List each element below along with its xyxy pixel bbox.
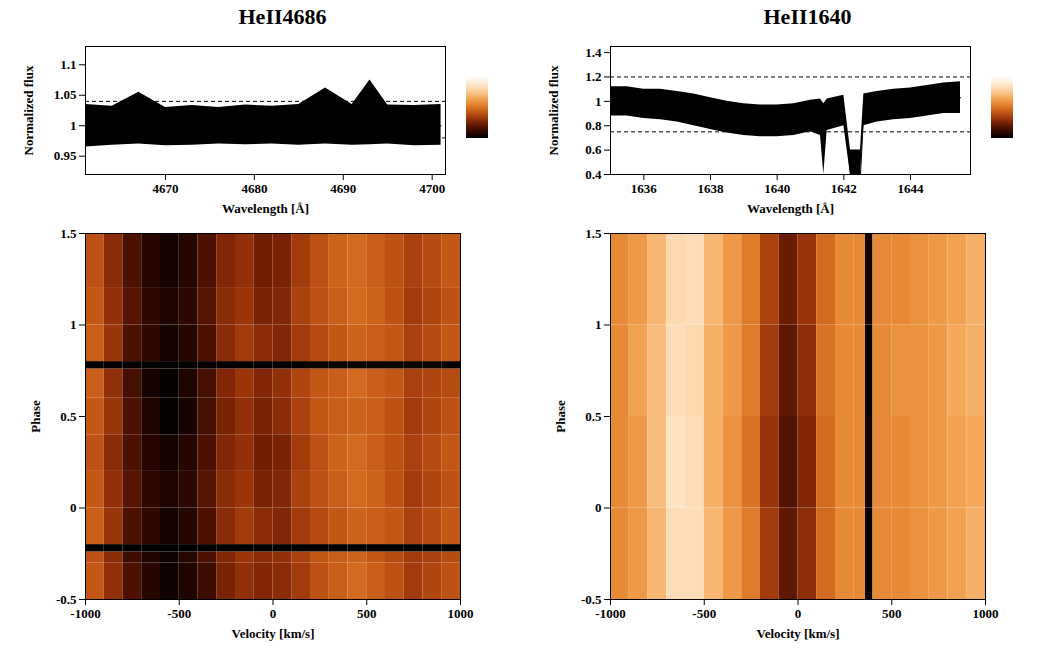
svg-text:1000: 1000 [448, 606, 474, 621]
svg-text:500: 500 [357, 606, 377, 621]
svg-text:0.5: 0.5 [585, 409, 602, 424]
svg-text:0.6: 0.6 [585, 142, 602, 157]
svg-text:1642: 1642 [831, 181, 857, 196]
svg-text:Wavelength [Å]: Wavelength [Å] [747, 201, 834, 216]
svg-text:Phase: Phase [553, 400, 568, 433]
svg-text:1.2: 1.2 [585, 69, 601, 84]
svg-text:1.1: 1.1 [60, 57, 76, 72]
svg-text:500: 500 [882, 606, 902, 621]
svg-text:1.5: 1.5 [60, 226, 77, 241]
svg-text:4700: 4700 [419, 181, 445, 196]
svg-text:0: 0 [595, 500, 602, 515]
svg-text:1644: 1644 [898, 181, 925, 196]
svg-text:1.5: 1.5 [585, 226, 602, 241]
svg-text:-1000: -1000 [595, 606, 625, 621]
svg-text:1.4: 1.4 [585, 45, 602, 60]
svg-text:0: 0 [70, 500, 77, 515]
html-text:HeII4686: HeII4686 [238, 4, 327, 29]
svg-text:0.4: 0.4 [585, 167, 602, 182]
svg-text:1638: 1638 [698, 181, 725, 196]
svg-text:0: 0 [270, 606, 277, 621]
svg-text:1: 1 [70, 317, 77, 332]
svg-text:1000: 1000 [973, 606, 999, 621]
svg-text:0: 0 [795, 606, 802, 621]
svg-text:0.95: 0.95 [54, 148, 77, 163]
svg-text:1.05: 1.05 [54, 87, 77, 102]
svg-text:Normalized flux: Normalized flux [546, 65, 561, 155]
svg-text:1: 1 [595, 317, 602, 332]
svg-text:1: 1 [70, 118, 77, 133]
svg-text:Wavelength [Å]: Wavelength [Å] [222, 201, 309, 216]
svg-text:0.8: 0.8 [585, 118, 602, 133]
svg-text:Velocity [km/s]: Velocity [km/s] [232, 626, 315, 641]
svg-text:1: 1 [595, 94, 602, 109]
svg-text:-0.5: -0.5 [581, 592, 602, 607]
svg-text:4690: 4690 [330, 181, 356, 196]
svg-text:Phase: Phase [28, 400, 43, 433]
svg-text:-1000: -1000 [70, 606, 100, 621]
svg-text:1640: 1640 [764, 181, 790, 196]
html-text:HeII1640: HeII1640 [763, 4, 852, 29]
svg-text:-500: -500 [167, 606, 191, 621]
svg-text:0.5: 0.5 [60, 409, 77, 424]
svg-text:4670: 4670 [153, 181, 179, 196]
svg-text:-500: -500 [692, 606, 716, 621]
svg-text:Velocity [km/s]: Velocity [km/s] [757, 626, 840, 641]
svg-text:Normalized flux: Normalized flux [21, 65, 36, 155]
svg-text:4680: 4680 [241, 181, 267, 196]
svg-text:-0.5: -0.5 [56, 592, 77, 607]
svg-text:1636: 1636 [631, 181, 658, 196]
